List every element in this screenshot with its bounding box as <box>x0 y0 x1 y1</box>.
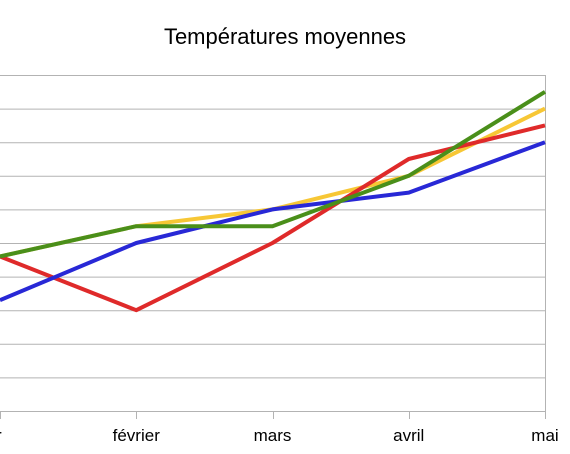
grid-lines <box>0 75 545 412</box>
x-tick-label-mai: mai <box>531 426 558 445</box>
axes <box>0 75 546 419</box>
x-tick-label-avril: avril <box>393 426 424 445</box>
series-line-4 <box>0 90 547 259</box>
chart-title: Températures moyennes <box>163 24 407 49</box>
x-tick-label-janvier: r <box>0 426 2 445</box>
x-tick-label-février: février <box>113 426 161 445</box>
series-line-1 <box>0 106 546 259</box>
series-line-3 <box>0 140 546 302</box>
x-tick-labels: r février mars avril mai <box>0 426 559 445</box>
x-tick-label-mars: mars <box>254 426 292 445</box>
series-lines <box>0 90 547 313</box>
series-line-2 <box>0 123 546 313</box>
